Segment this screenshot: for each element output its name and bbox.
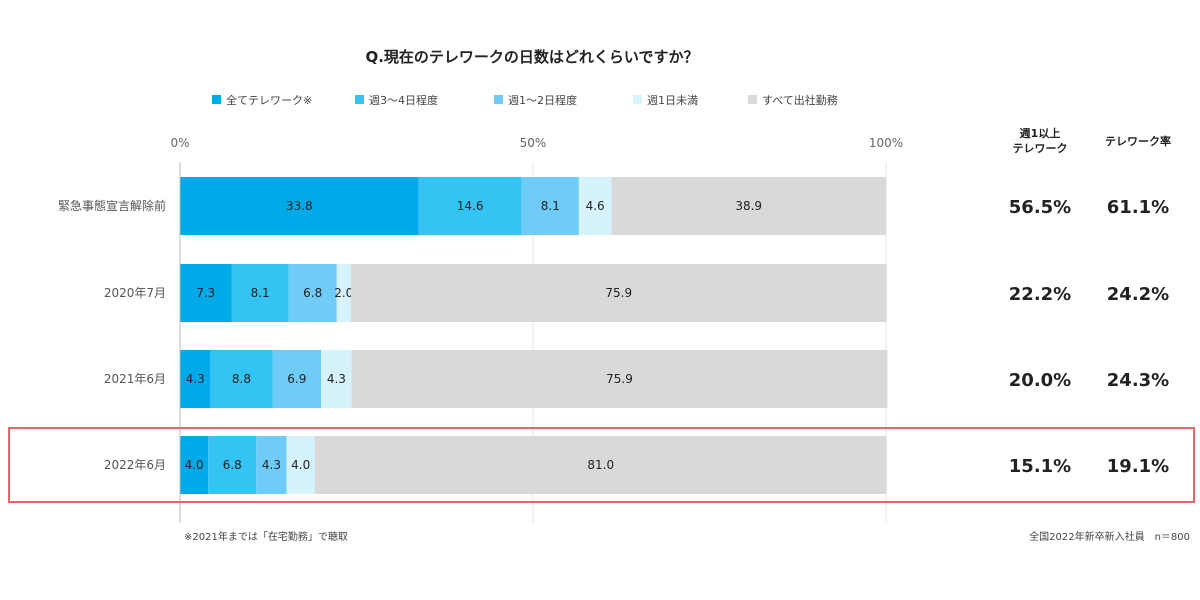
bar-segment [180, 436, 209, 494]
category-label: 2021年6月 [104, 372, 166, 386]
bar-value-label: 81.0 [587, 458, 614, 472]
legend-swatch [748, 95, 757, 104]
legend-swatch [633, 95, 642, 104]
legend-label: 全てテレワーク※ [226, 93, 312, 107]
chart-title: Q.現在のテレワークの日数はどれくらいですか？ [365, 48, 698, 66]
legend: 全てテレワーク※ 週3～4日程度 週1～2日程度 週1日未満 すべて出社勤務 [212, 93, 838, 107]
footnote: ※2021年までは「在宅勤務」で聴取 [184, 530, 348, 543]
bar-value-label: 38.9 [735, 199, 762, 213]
legend-swatch [212, 95, 221, 104]
legend-swatch [494, 95, 503, 104]
bar-segment [314, 436, 887, 494]
bar-value-label: 6.8 [303, 286, 322, 300]
col1-header: テレワーク [1013, 142, 1068, 155]
bar-value-label: 75.9 [606, 372, 633, 386]
telework-rate: 24.3% [1107, 370, 1169, 391]
bars: 33.8 14.6 8.1 4.6 38.9 7.3 8.1 6.8 2.0 75.9 4.3 8.8… [179, 162, 888, 523]
legend-label: すべて出社勤務 [762, 93, 838, 107]
bar-segment [272, 350, 322, 408]
x-axis-ticks: 0% 50% 100% [170, 136, 903, 150]
legend-label: 週1日未満 [647, 94, 698, 107]
source-note: 全国2022年新卒新入社員 n＝800 [1029, 530, 1190, 543]
category-label: 2020年7月 [104, 286, 166, 300]
bar-value-label: 6.8 [223, 458, 242, 472]
highlight-box [8, 427, 1195, 503]
bar-value-label: 4.3 [327, 372, 346, 386]
legend-label: 週1～2日程度 [508, 93, 577, 107]
bar-value-label: 33.8 [286, 199, 313, 213]
bar-segment [351, 350, 888, 408]
x-tick-label: 50% [520, 136, 547, 150]
bar-segment [350, 264, 887, 322]
telework-rate: 61.1% [1107, 197, 1169, 218]
legend-label: 週3～4日程度 [369, 93, 438, 107]
bar-segment [208, 436, 257, 494]
telework-rate: 19.1% [1107, 456, 1169, 477]
bar-segment [418, 177, 522, 235]
bar-value-label: 4.3 [262, 458, 281, 472]
weekly-telework-rate: 20.0% [1009, 370, 1071, 391]
bar-segment [286, 436, 315, 494]
bar-value-label: 4.0 [185, 458, 204, 472]
category-label: 2022年6月 [104, 458, 166, 472]
bar-segment [578, 177, 612, 235]
weekly-telework-rate: 22.2% [1009, 284, 1071, 305]
bar-segment [521, 177, 579, 235]
x-tick-label: 100% [869, 136, 903, 150]
col2-header: テレワーク率 [1105, 134, 1171, 148]
bar-segment [180, 177, 419, 235]
col1-header: 週1以上 [1020, 126, 1061, 140]
bar-segment [180, 350, 211, 408]
bar-value-label: 8.1 [541, 199, 560, 213]
bar-value-label: 4.3 [186, 372, 205, 386]
bar-value-label: 75.9 [605, 286, 632, 300]
bar-segment [256, 436, 287, 494]
bar-segment [210, 350, 273, 408]
bar-segment [288, 264, 337, 322]
bar-value-label: 4.0 [291, 458, 310, 472]
x-tick-label: 0% [170, 136, 189, 150]
bar-value-label: 8.1 [251, 286, 270, 300]
bar-value-label: 4.6 [586, 199, 605, 213]
bar-value-label: 14.6 [457, 199, 484, 213]
bar-segment [180, 264, 232, 322]
category-label: 緊急事態宣言解除前 [58, 198, 166, 213]
bar-value-label: 8.8 [232, 372, 251, 386]
bar-segment [231, 264, 289, 322]
bar-value-label: 6.9 [287, 372, 306, 386]
bar-segment [336, 264, 351, 322]
legend-swatch [355, 95, 364, 104]
bar-value-label: 2.0 [334, 286, 353, 300]
bar-segment [611, 177, 886, 235]
telework-rate: 24.2% [1107, 284, 1169, 305]
weekly-telework-rate: 15.1% [1009, 456, 1071, 477]
bar-value-label: 7.3 [196, 286, 215, 300]
category-labels: 緊急事態宣言解除前 2020年7月 2021年6月 2022年6月 [58, 198, 166, 472]
bar-segment [321, 350, 352, 408]
weekly-telework-rate: 56.5% [1009, 197, 1071, 218]
